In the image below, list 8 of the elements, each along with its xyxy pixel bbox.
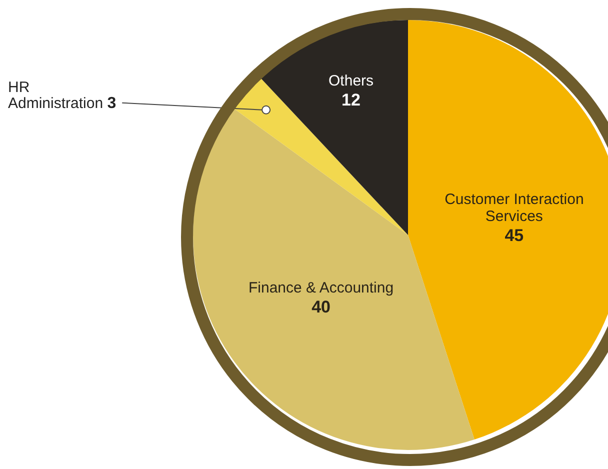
data-label: 45 <box>504 226 524 246</box>
slice-label: Others <box>328 72 374 90</box>
data-label: 12 <box>342 90 360 110</box>
data-label: 3 <box>107 94 116 112</box>
data-label: 40 <box>312 298 330 317</box>
slice-label: Customer Interaction Services <box>444 191 584 226</box>
slice-label: Finance & Accounting <box>248 280 394 297</box>
slice-label: HR Administration <box>8 78 104 112</box>
